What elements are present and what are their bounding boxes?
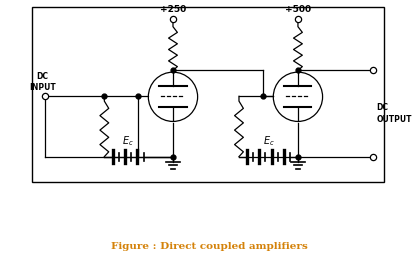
Text: $\mathit{E_c}$: $\mathit{E_c}$ bbox=[122, 134, 134, 148]
Text: +500: +500 bbox=[285, 5, 311, 14]
Text: $\mathit{E_c}$: $\mathit{E_c}$ bbox=[263, 134, 274, 148]
Text: DC
INPUT: DC INPUT bbox=[29, 72, 56, 92]
Text: DC
OUTPUT: DC OUTPUT bbox=[376, 103, 412, 123]
Text: +250: +250 bbox=[160, 5, 186, 14]
Text: Figure : Direct coupled amplifiers: Figure : Direct coupled amplifiers bbox=[111, 243, 308, 251]
